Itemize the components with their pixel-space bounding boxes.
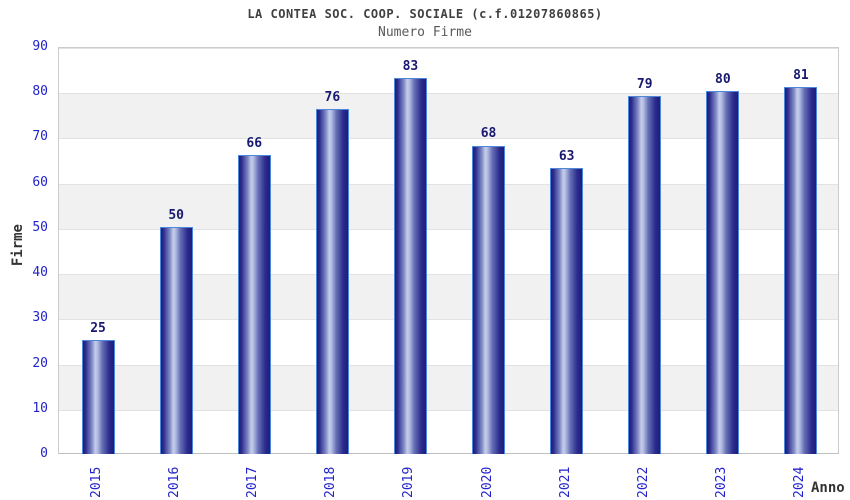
bar-value-label: 79	[636, 76, 653, 92]
x-tick-label: 2022	[635, 466, 651, 498]
x-tick-label: 2015	[89, 466, 105, 498]
gridline	[59, 319, 838, 321]
chart-title: LA CONTEA SOC. COOP. SOCIALE (c.f.012078…	[247, 7, 603, 21]
y-tick-label: 10	[32, 400, 48, 416]
bar-value-label: 25	[90, 320, 106, 336]
x-tick-label: 2017	[245, 466, 261, 498]
gridline	[59, 138, 838, 140]
bar-2019	[393, 77, 427, 454]
chart-subtitle: Numero Firme	[378, 25, 472, 40]
x-tick-label: 2021	[557, 466, 573, 498]
bar-value-label: 63	[558, 149, 575, 165]
bar-value-label: 80	[715, 72, 731, 88]
y-tick-label: 0	[40, 446, 48, 461]
plot-area: 25 50 66 76 83 68 63 79 80 81	[58, 47, 839, 454]
y-tick-label: 60	[32, 174, 48, 190]
bar-2024	[784, 86, 818, 454]
gridline	[59, 274, 838, 276]
y-tick-label: 30	[32, 310, 48, 326]
gridline	[59, 364, 838, 366]
bar-2018	[315, 109, 349, 454]
y-tick-label: 40	[32, 265, 48, 281]
bar-2015	[81, 339, 115, 454]
bar-2020	[472, 145, 506, 454]
bar-value-label: 81	[793, 67, 809, 83]
x-tick-label: 2020	[479, 466, 495, 498]
x-tick-label: 2016	[167, 466, 183, 498]
x-axis-title: Anno	[811, 480, 845, 496]
bar-2022	[628, 95, 662, 454]
x-tick-label: 2019	[401, 466, 417, 498]
bar-2017	[237, 154, 271, 454]
gridline	[59, 93, 838, 95]
bar-2021	[550, 168, 584, 454]
gridline	[59, 228, 838, 230]
bar-value-label: 83	[402, 58, 419, 74]
y-tick-label: 90	[32, 39, 48, 54]
y-tick-label: 70	[32, 129, 48, 145]
gridline	[59, 48, 838, 49]
x-tick-label: 2023	[713, 466, 729, 498]
gridline	[59, 183, 838, 185]
bar-value-label: 76	[324, 90, 341, 106]
bar-value-label: 66	[246, 135, 263, 151]
y-tick-label: 20	[32, 355, 48, 371]
x-tick-label: 2024	[791, 466, 807, 498]
bar-2016	[159, 226, 193, 454]
y-tick-label: 80	[32, 84, 48, 100]
x-tick-label: 2018	[323, 466, 339, 498]
bar-value-label: 68	[480, 126, 497, 142]
gridline	[59, 409, 838, 411]
y-tick-label: 50	[32, 219, 48, 235]
bar-2023	[706, 91, 740, 454]
bar-value-label: 50	[168, 207, 184, 223]
